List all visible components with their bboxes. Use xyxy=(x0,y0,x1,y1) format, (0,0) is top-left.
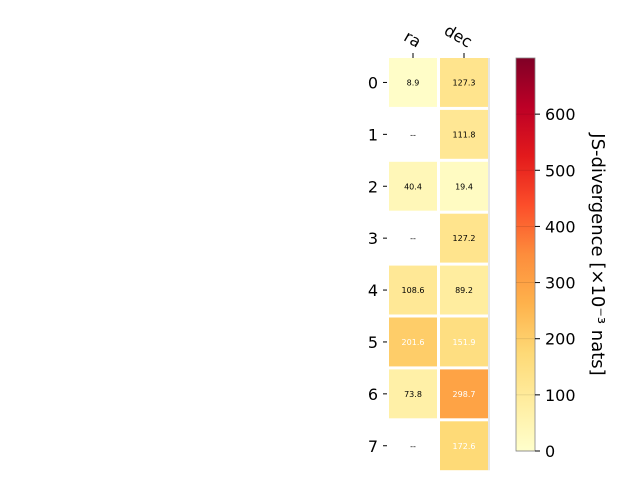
heatmap-cell xyxy=(389,317,437,367)
cell-value-label: -- xyxy=(410,442,416,451)
heatmap-cell xyxy=(389,369,437,419)
colorbar-label: JS-divergence [×10⁻³ nats] xyxy=(587,132,608,375)
cell-value-label: 111.8 xyxy=(453,130,476,139)
heatmap-cell xyxy=(440,369,488,419)
colorbar-tick-label: 400 xyxy=(545,217,576,236)
cell-value-label: 298.7 xyxy=(453,390,476,399)
colorbar: 0 100 200 300 400 500 600 JS-divergence [×10⁻³… xyxy=(515,57,608,461)
cell-value-label: 73.8 xyxy=(404,390,422,399)
row-label: 5 xyxy=(368,333,378,352)
row-label: 3 xyxy=(368,229,378,248)
cell-value-label: 89.2 xyxy=(455,286,473,295)
colorbar-tick-label: 0 xyxy=(545,442,555,461)
colorbar-tick-label: 100 xyxy=(545,386,576,405)
row-label: 6 xyxy=(368,385,378,404)
cell-value-label: 8.9 xyxy=(407,78,420,87)
cell-value-label: -- xyxy=(410,130,416,139)
heatmap-cell xyxy=(440,58,488,107)
cell-value-label: 127.2 xyxy=(453,234,476,243)
cell-value-label: 127.3 xyxy=(453,78,476,87)
colorbar-tick-label: 200 xyxy=(545,330,576,349)
column-label: ra xyxy=(401,27,425,52)
cell-value-label: 40.4 xyxy=(404,182,422,191)
heatmap-cell xyxy=(440,317,488,367)
heatmap-cell xyxy=(440,109,488,159)
column-label: dec xyxy=(441,21,475,52)
colorbar-gradient xyxy=(515,57,536,452)
colorbar-tick-label: 600 xyxy=(545,105,576,124)
cell-value-label: 151.9 xyxy=(453,338,476,347)
row-label: 0 xyxy=(368,73,378,92)
column-tick-labels: ra dec xyxy=(401,21,476,58)
cell-value-label: -- xyxy=(410,234,416,243)
heatmap-cell xyxy=(440,161,488,211)
row-label: 1 xyxy=(368,125,378,144)
heatmap-cell xyxy=(389,58,437,107)
heatmap-cell xyxy=(389,161,437,211)
heatmap-cell xyxy=(440,421,488,471)
heatmap-cell xyxy=(440,265,488,315)
colorbar-tick-label: 300 xyxy=(545,274,576,293)
row-tick-labels: 0 1 2 3 4 5 6 7 xyxy=(368,73,387,456)
colorbar-tick-label: 500 xyxy=(545,161,576,180)
row-label: 4 xyxy=(368,281,378,300)
cell-value-label: 172.6 xyxy=(453,442,476,451)
heatmap-cells: 8.9 127.3 -- 111.8 40.4 19.4 -- 127.2 108.6 89.2 2… xyxy=(389,58,490,471)
row-label: 7 xyxy=(368,437,378,456)
cell-value-label: 201.6 xyxy=(402,338,425,347)
row-label: 2 xyxy=(368,177,378,196)
colorbar-ticks: 0 100 200 300 400 500 600 xyxy=(516,105,576,461)
heatmap-cell xyxy=(440,213,488,263)
cell-value-label: 19.4 xyxy=(455,182,473,191)
cell-value-label: 108.6 xyxy=(402,286,425,295)
heatmap-cell xyxy=(389,265,437,315)
